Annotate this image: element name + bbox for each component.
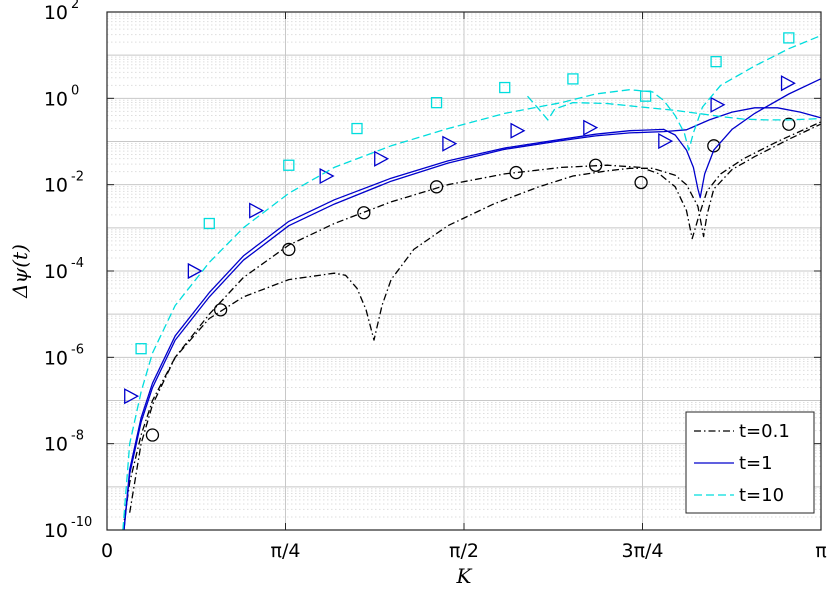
series-marker	[374, 150, 390, 167]
y-tick-label: 10 0	[44, 83, 79, 110]
legend: t=0.1 t=1 t=10	[685, 411, 815, 514]
series-marker	[124, 388, 140, 405]
series-marker	[588, 158, 603, 172]
y-tick-exponent: 2	[71, 0, 79, 12]
series-marker	[639, 90, 652, 102]
series-marker	[357, 206, 371, 220]
grid	[107, 12, 821, 530]
series-t=0.1	[122, 117, 821, 531]
series-marker	[187, 262, 203, 280]
series-marker	[499, 81, 511, 94]
legend-label: t=10	[739, 485, 784, 506]
series-marker	[282, 242, 296, 257]
legend-label: t=1	[739, 453, 773, 474]
series-line	[122, 123, 821, 531]
series-marker	[429, 180, 444, 194]
y-tick-label: 10 2	[44, 0, 79, 24]
series-marker	[249, 202, 265, 219]
y-tick-exponent: 0	[71, 83, 79, 98]
series-marker	[510, 122, 526, 139]
y-tick-exponent: -4	[71, 256, 84, 271]
y-tick-base: 10	[44, 175, 68, 197]
y-tick-base: 10	[44, 88, 68, 110]
series-marker	[135, 343, 147, 355]
series-marker	[203, 217, 215, 230]
y-tick-label: 10 -10	[44, 515, 92, 542]
y-tick-exponent: -2	[71, 170, 84, 185]
series-marker	[509, 165, 523, 180]
y-tick-exponent: -6	[71, 342, 84, 357]
x-tick-label: π/4	[271, 540, 301, 562]
y-tick-label: 10 -6	[44, 342, 84, 369]
series-line	[123, 107, 821, 531]
x-tick-label: 0	[101, 540, 113, 562]
y-tick-base: 10	[44, 261, 68, 283]
series-marker	[780, 75, 796, 92]
y-tick-exponent: -8	[71, 429, 84, 444]
series-line	[527, 95, 821, 121]
y-tick-label: 10 -2	[44, 170, 84, 197]
series-marker	[351, 122, 363, 135]
series-layer	[122, 32, 821, 531]
series-marker	[283, 159, 295, 171]
series-marker	[710, 96, 726, 113]
series-marker	[145, 428, 160, 442]
series-marker	[430, 97, 443, 109]
y-tick-base: 10	[44, 434, 68, 456]
series-marker	[783, 32, 795, 44]
x-axis-label: K	[456, 564, 473, 588]
series-line	[123, 78, 821, 531]
series-marker	[710, 55, 722, 68]
series-marker	[583, 119, 599, 136]
series-marker	[319, 167, 335, 185]
y-tick-base: 10	[44, 520, 68, 542]
y-tick-label: 10 -4	[44, 256, 84, 283]
series-t=10	[122, 32, 821, 531]
legend-item: t=10	[694, 485, 784, 506]
legend-label: t=0.1	[739, 421, 790, 442]
legend-item: t=0.1	[694, 421, 790, 442]
x-tick-label: π/2	[449, 540, 479, 562]
series-t=1	[123, 75, 821, 531]
series-marker	[442, 135, 458, 152]
series-line	[122, 35, 821, 531]
y-tick-base: 10	[44, 2, 68, 24]
series-marker	[213, 303, 228, 317]
y-tick-label: 10 -8	[44, 429, 84, 456]
x-tick-label: 3π/4	[621, 540, 663, 562]
series-marker	[782, 117, 796, 131]
series-marker	[658, 132, 674, 150]
y-tick-base: 10	[44, 347, 68, 369]
series-line	[129, 121, 821, 513]
series-marker	[567, 73, 579, 85]
y-axis-label: Δψ(t)	[8, 244, 32, 299]
series-marker	[634, 175, 648, 190]
x-tick-label: π	[815, 540, 826, 562]
legend-item: t=1	[694, 453, 773, 474]
y-tick-exponent: -10	[71, 515, 92, 530]
